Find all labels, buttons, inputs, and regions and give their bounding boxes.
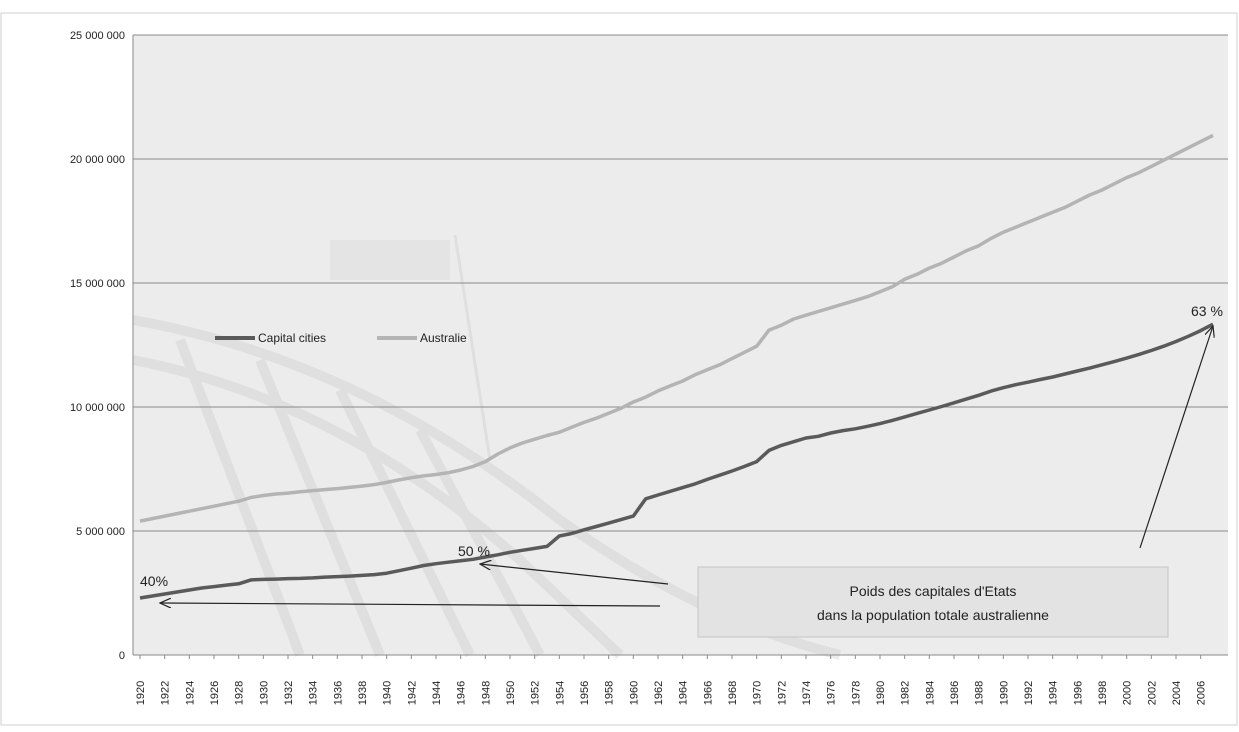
x-tick-label: 1960 — [628, 681, 640, 705]
x-tick-label: 1990 — [998, 681, 1010, 705]
x-tick-label: 1978 — [850, 681, 862, 705]
x-tick-label: 1938 — [357, 681, 369, 705]
x-tick-label: 1982 — [900, 681, 912, 705]
x-tick-label: 1948 — [480, 681, 492, 705]
legend-label-australie: Australie — [420, 331, 467, 345]
arrow-to-2007 — [1139, 326, 1213, 549]
x-tick-label: 1932 — [283, 681, 295, 705]
x-tick-label: 2004 — [1171, 681, 1183, 705]
x-tick-label: 1966 — [702, 681, 714, 705]
x-tick-label: 1984 — [924, 681, 936, 705]
x-tick-label: 1934 — [308, 681, 320, 705]
y-tick-label: 0 — [119, 650, 125, 662]
x-tick-label: 1940 — [382, 681, 394, 705]
series-line-capital-cities — [139, 322, 1214, 600]
y-tick-label: 15 000 000 — [70, 278, 125, 290]
y-tick-label: 20 000 000 — [70, 154, 125, 166]
arrow-to-1920 — [160, 603, 661, 606]
x-tick-label: 2000 — [1122, 681, 1134, 705]
legend: Capital cities Australie — [215, 331, 467, 345]
x-tick-label: 1944 — [431, 681, 443, 705]
x-tick-label: 1920 — [135, 681, 147, 705]
x-tick-label: 1954 — [554, 681, 566, 705]
x-tick-label: 1926 — [209, 681, 221, 705]
note-line-2: dans la population totale australienne — [817, 607, 1049, 623]
annotation-1948-share: 50 % — [458, 543, 490, 559]
y-gridlines — [132, 34, 1228, 656]
x-tick-label: 1998 — [1097, 681, 1109, 705]
x-tick-label: 2006 — [1196, 681, 1208, 705]
plot-area — [133, 35, 1228, 655]
x-tick-label: 1974 — [801, 681, 813, 705]
x-tick-label: 1958 — [604, 681, 616, 705]
x-tick-label: 1996 — [1072, 681, 1084, 705]
x-tick-label: 1946 — [456, 681, 468, 705]
x-tick-label: 1964 — [678, 681, 690, 705]
x-tick-label: 1988 — [974, 681, 986, 705]
x-tick-label: 1986 — [949, 681, 961, 705]
x-tick-label: 1952 — [530, 681, 542, 705]
x-tick-label: 1956 — [579, 681, 591, 705]
x-tick-label: 1994 — [1048, 681, 1060, 705]
y-tick-label: 5 000 000 — [76, 526, 125, 538]
note-line-1: Poids des capitales d'Etats — [850, 583, 1017, 599]
y-tick-label: 10 000 000 — [70, 402, 125, 414]
x-tick-label: 1976 — [826, 681, 838, 705]
x-tick-label: 1992 — [1023, 681, 1035, 705]
x-tick-label: 1970 — [752, 681, 764, 705]
x-axis-ticks: 1920 1922 1924 1926 1928 1930 1932 1934 1936 1938… — [135, 655, 1208, 705]
x-tick-label: 2002 — [1146, 681, 1158, 705]
x-tick-label: 1930 — [258, 681, 270, 705]
y-tick-label: 25 000 000 — [70, 30, 125, 42]
arrow-to-1948 — [480, 564, 669, 585]
annotation-1920-share: 40% — [140, 573, 168, 589]
x-tick-label: 1972 — [776, 681, 788, 705]
legend-label-capital-cities: Capital cities — [258, 331, 326, 345]
y-axis-ticks: 0 5 000 000 10 000 000 15 000 000 20 000 000… — [70, 30, 125, 662]
series-line-australie — [139, 133, 1214, 523]
x-tick-label: 1968 — [727, 681, 739, 705]
x-tick-label: 1922 — [160, 681, 172, 705]
x-tick-label: 1962 — [653, 681, 665, 705]
x-tick-label: 1928 — [234, 681, 246, 705]
series-lines — [139, 133, 1214, 600]
x-tick-label: 1942 — [406, 681, 418, 705]
note-box: Poids des capitales d'Etats dans la popu… — [697, 566, 1169, 638]
x-tick-label: 1936 — [332, 681, 344, 705]
x-tick-label: 1980 — [875, 681, 887, 705]
x-tick-label: 1924 — [184, 681, 196, 705]
x-tick-label: 1950 — [505, 681, 517, 705]
annotation-2007-share: 63 % — [1191, 303, 1223, 319]
